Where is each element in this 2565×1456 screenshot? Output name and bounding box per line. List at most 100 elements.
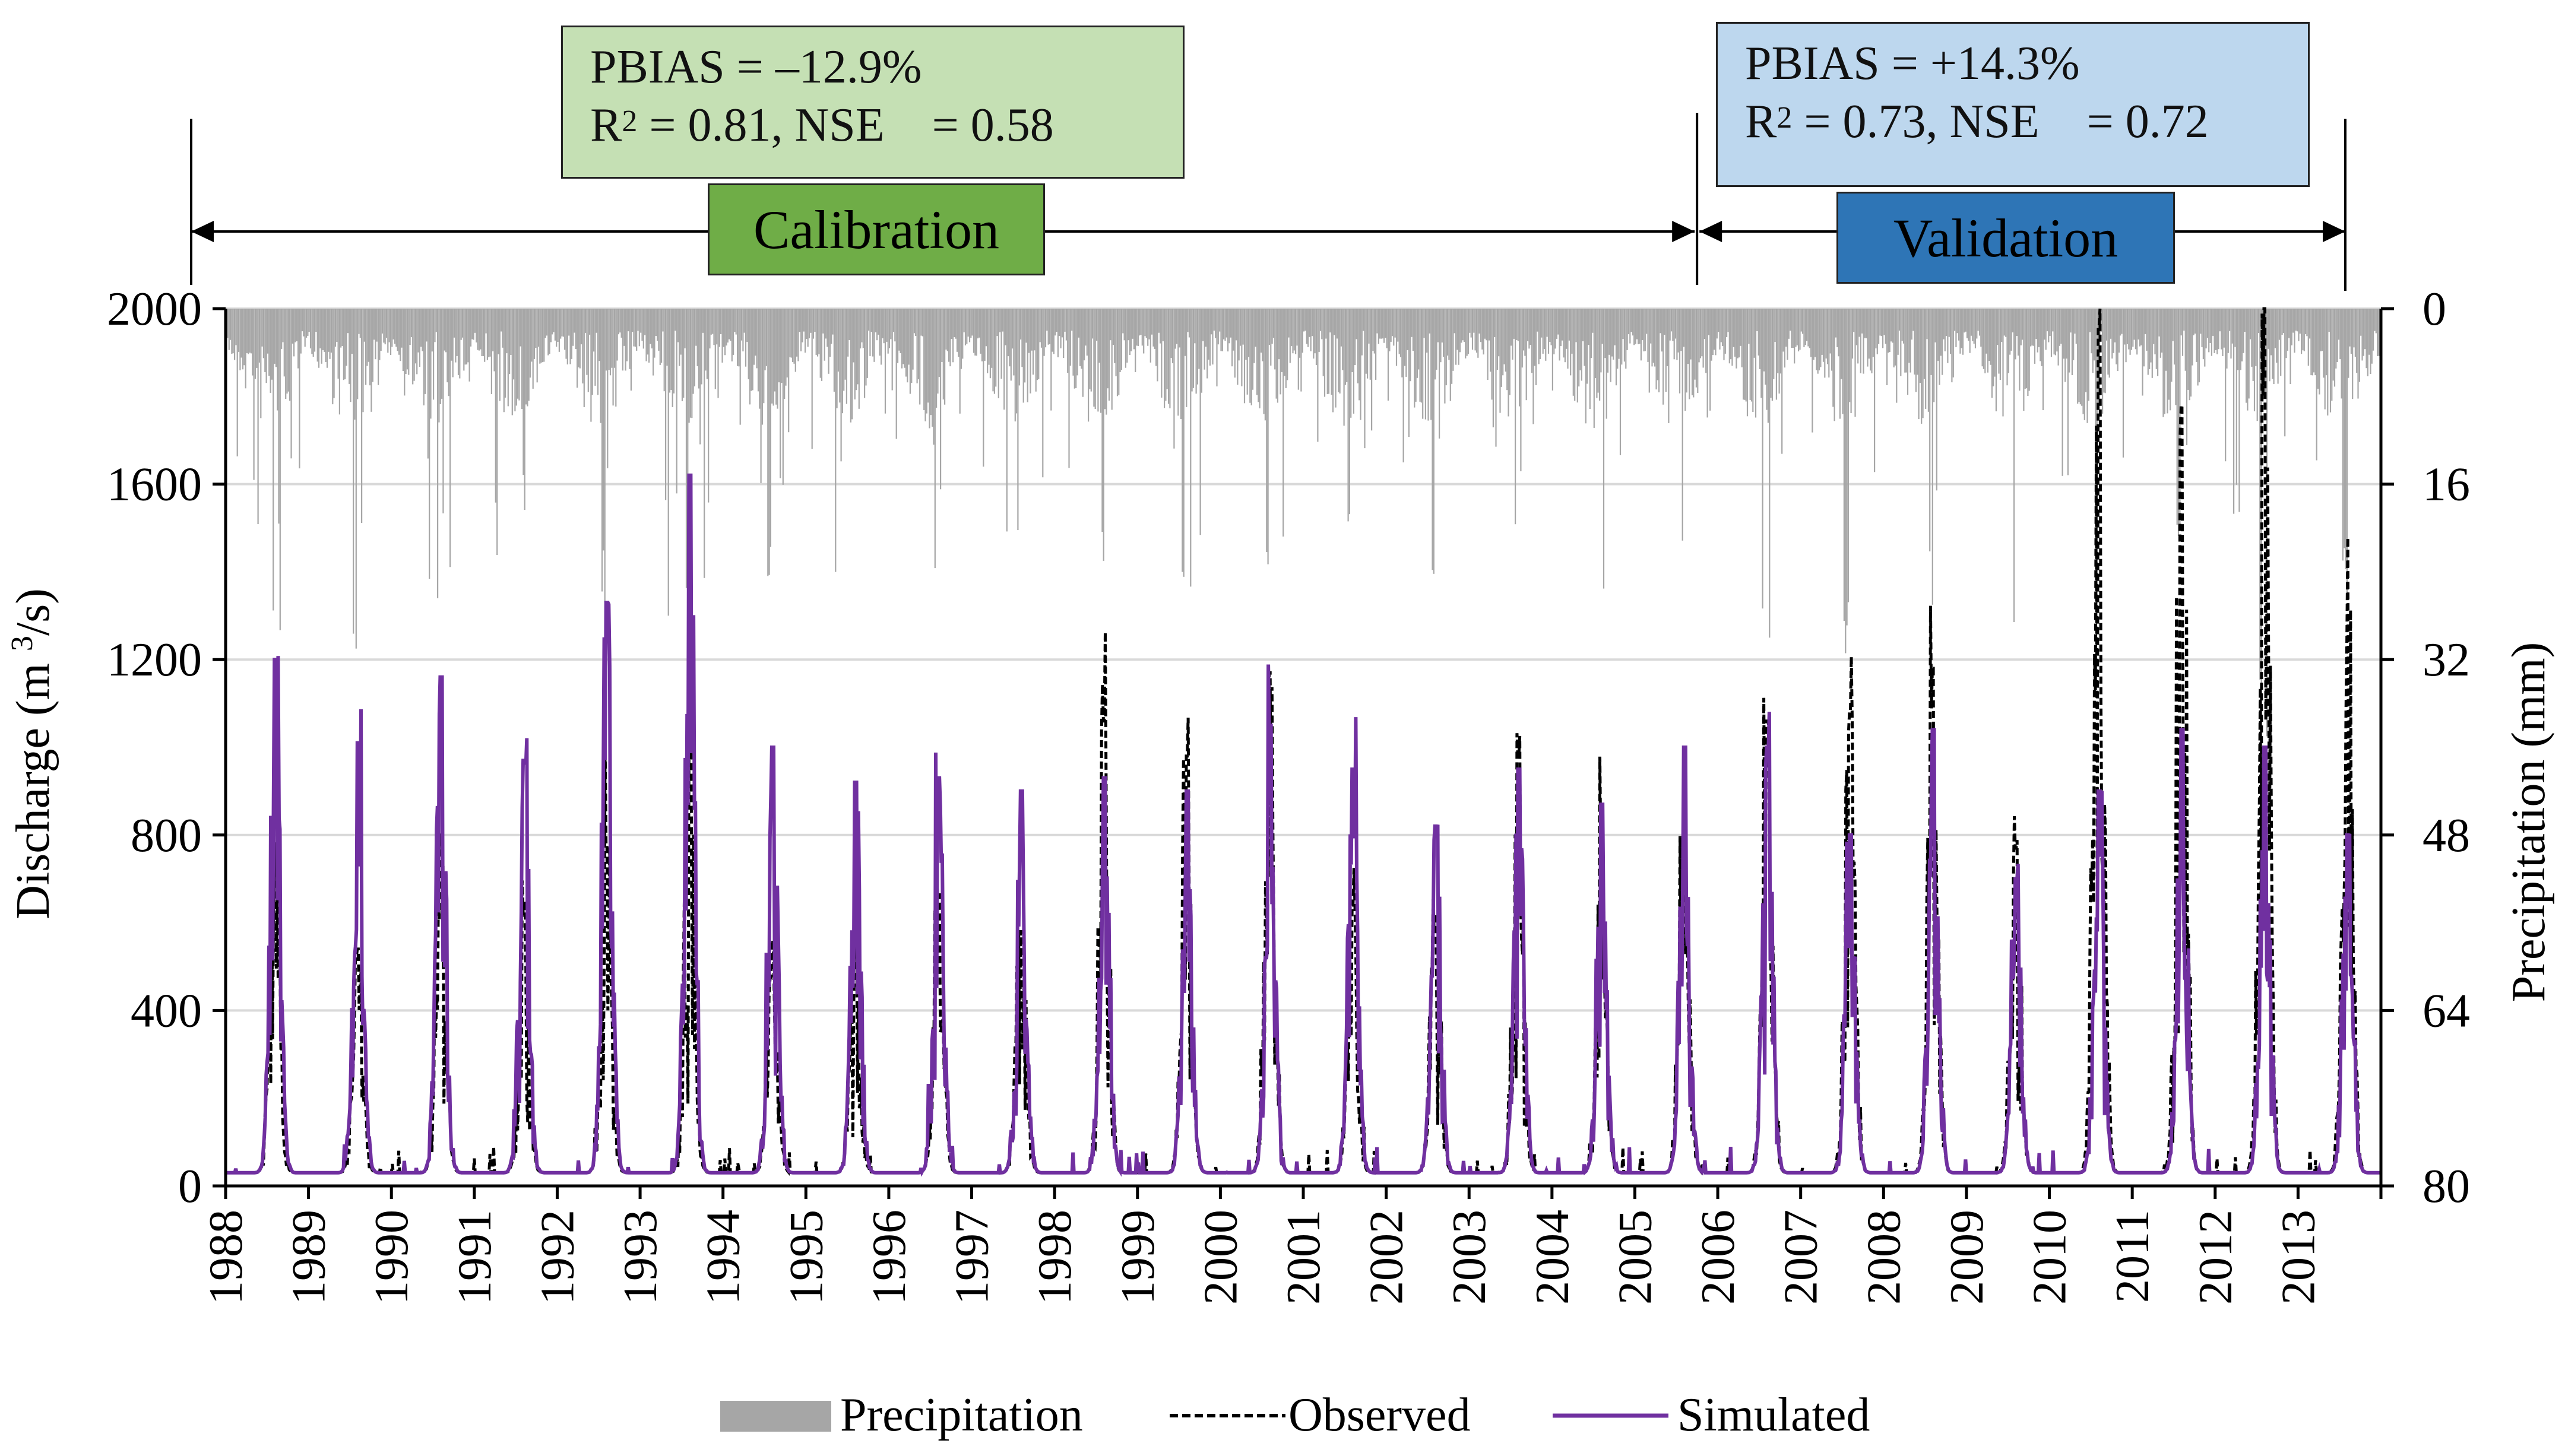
precipitation-bar xyxy=(1250,309,1252,405)
precipitation-bar xyxy=(1353,309,1354,414)
precipitation-bar xyxy=(2150,309,2152,363)
precipitation-bar xyxy=(2172,309,2174,341)
precipitation-bar xyxy=(2229,309,2231,331)
precipitation-bar xyxy=(1272,309,1274,338)
precipitation-bar xyxy=(821,309,823,381)
precipitation-bar xyxy=(659,309,661,365)
precipitation-bar xyxy=(1367,309,1369,379)
precipitation-bar xyxy=(1525,309,1527,401)
precipitation-bar xyxy=(1407,309,1408,350)
precipitation-bar xyxy=(1576,309,1578,403)
precipitation-bar xyxy=(1300,309,1302,392)
precipitation-bar xyxy=(2145,309,2146,334)
precipitation-bar xyxy=(1323,309,1326,397)
precipitation-bar xyxy=(270,309,271,393)
precipitation-bar xyxy=(1854,309,1856,417)
precipitation-bar xyxy=(2186,309,2188,445)
precipitation-bar xyxy=(2193,309,2194,335)
precipitation-bar xyxy=(1036,309,1038,380)
precipitation-bar xyxy=(1630,309,1632,332)
precipitation-bar xyxy=(1296,309,1298,346)
precipitation-bar xyxy=(2324,309,2326,410)
precipitation-bar xyxy=(435,309,437,332)
precipitation-bar xyxy=(1262,309,1264,361)
precipitation-bar xyxy=(464,309,466,365)
precipitation-bar xyxy=(1108,309,1110,401)
precipitation-bar xyxy=(1798,309,1800,351)
precipitation-bar xyxy=(1791,309,1793,348)
precipitation-bar xyxy=(632,309,634,332)
precipitation-bar xyxy=(1228,309,1230,344)
precipitation-bar xyxy=(1571,309,1573,354)
precipitation-bar xyxy=(1652,309,1654,363)
precipitation-bar xyxy=(532,309,534,389)
precipitation-bar xyxy=(1422,309,1424,419)
precipitation-bar xyxy=(2317,309,2319,389)
precipitation-bar xyxy=(1660,309,1661,334)
precipitation-bar xyxy=(1665,309,1667,392)
precipitation-bar xyxy=(1132,309,1133,339)
precipitation-bar xyxy=(2130,309,2132,350)
precipitation-bar xyxy=(2045,309,2047,350)
precipitation-bar xyxy=(1141,309,1143,346)
precipitation-bar xyxy=(1921,309,1923,424)
precipitation-bar xyxy=(2214,309,2215,353)
precipitation-bar xyxy=(688,309,690,423)
precipitation-bar xyxy=(1738,309,1740,358)
precipitation-bar xyxy=(806,309,808,340)
precipitation-bar xyxy=(1513,309,1515,339)
precipitation-bar xyxy=(264,309,266,372)
precipitation-bar xyxy=(1236,309,1237,341)
precipitation-bar xyxy=(1509,309,1510,395)
precipitation-bar xyxy=(1875,309,1877,348)
precipitation-bar xyxy=(1328,309,1330,394)
precipitation-bar xyxy=(1829,309,1831,354)
precipitation-bar xyxy=(1494,309,1496,338)
precipitation-bar xyxy=(680,309,682,355)
precipitation-bar xyxy=(1463,309,1465,342)
precipitation-bar xyxy=(611,309,613,368)
precipitation-bar xyxy=(1393,309,1395,346)
precipitation-bar xyxy=(1391,309,1394,337)
precipitation-bar xyxy=(1942,309,1943,375)
precipitation-bar xyxy=(585,309,587,333)
precipitation-bar xyxy=(351,309,353,354)
precipitation-bar xyxy=(1579,309,1581,370)
precipitation-bar xyxy=(761,309,763,425)
precipitation-bar xyxy=(608,309,610,370)
precipitation-bar xyxy=(556,309,558,347)
precipitation-bar xyxy=(785,309,787,386)
precipitation-bar xyxy=(1245,309,1247,360)
precipitation-bar xyxy=(2374,309,2376,331)
precipitation-bar xyxy=(1864,309,1866,338)
precipitation-bar xyxy=(1098,309,1100,363)
x-tick-label: 1994 xyxy=(698,1210,750,1305)
precipitation-bar xyxy=(2167,309,2168,414)
precipitation-bar xyxy=(604,309,606,602)
precipitation-bar xyxy=(1706,309,1708,418)
precipitation-bar xyxy=(1076,309,1078,376)
precipitation-bar xyxy=(768,309,770,575)
precipitation-bar xyxy=(679,309,680,366)
precipitation-bar xyxy=(2147,309,2149,375)
precipitation-bar xyxy=(770,309,771,547)
precipitation-bar xyxy=(376,309,378,342)
precipitation-bar xyxy=(1636,309,1638,340)
precipitation-bar xyxy=(426,309,428,342)
precipitation-bar xyxy=(2358,309,2360,382)
precipitation-bar xyxy=(568,309,570,336)
precipitation-bar xyxy=(502,309,504,348)
x-tick-label: 2012 xyxy=(2190,1210,2242,1305)
precipitation-bar xyxy=(2104,309,2106,394)
precipitation-bar xyxy=(916,309,918,383)
precipitation-bar xyxy=(2272,309,2273,379)
precipitation-bar xyxy=(985,309,987,347)
precipitation-bar xyxy=(1274,309,1276,370)
precipitation-bar xyxy=(600,309,601,423)
precipitation-bar xyxy=(1617,309,1619,369)
precipitation-bar xyxy=(1139,309,1141,336)
precipitation-bar xyxy=(1788,309,1790,339)
precipitation-bar xyxy=(2361,309,2363,361)
precipitation-bar xyxy=(362,309,364,413)
precipitation-bar xyxy=(2100,309,2102,332)
